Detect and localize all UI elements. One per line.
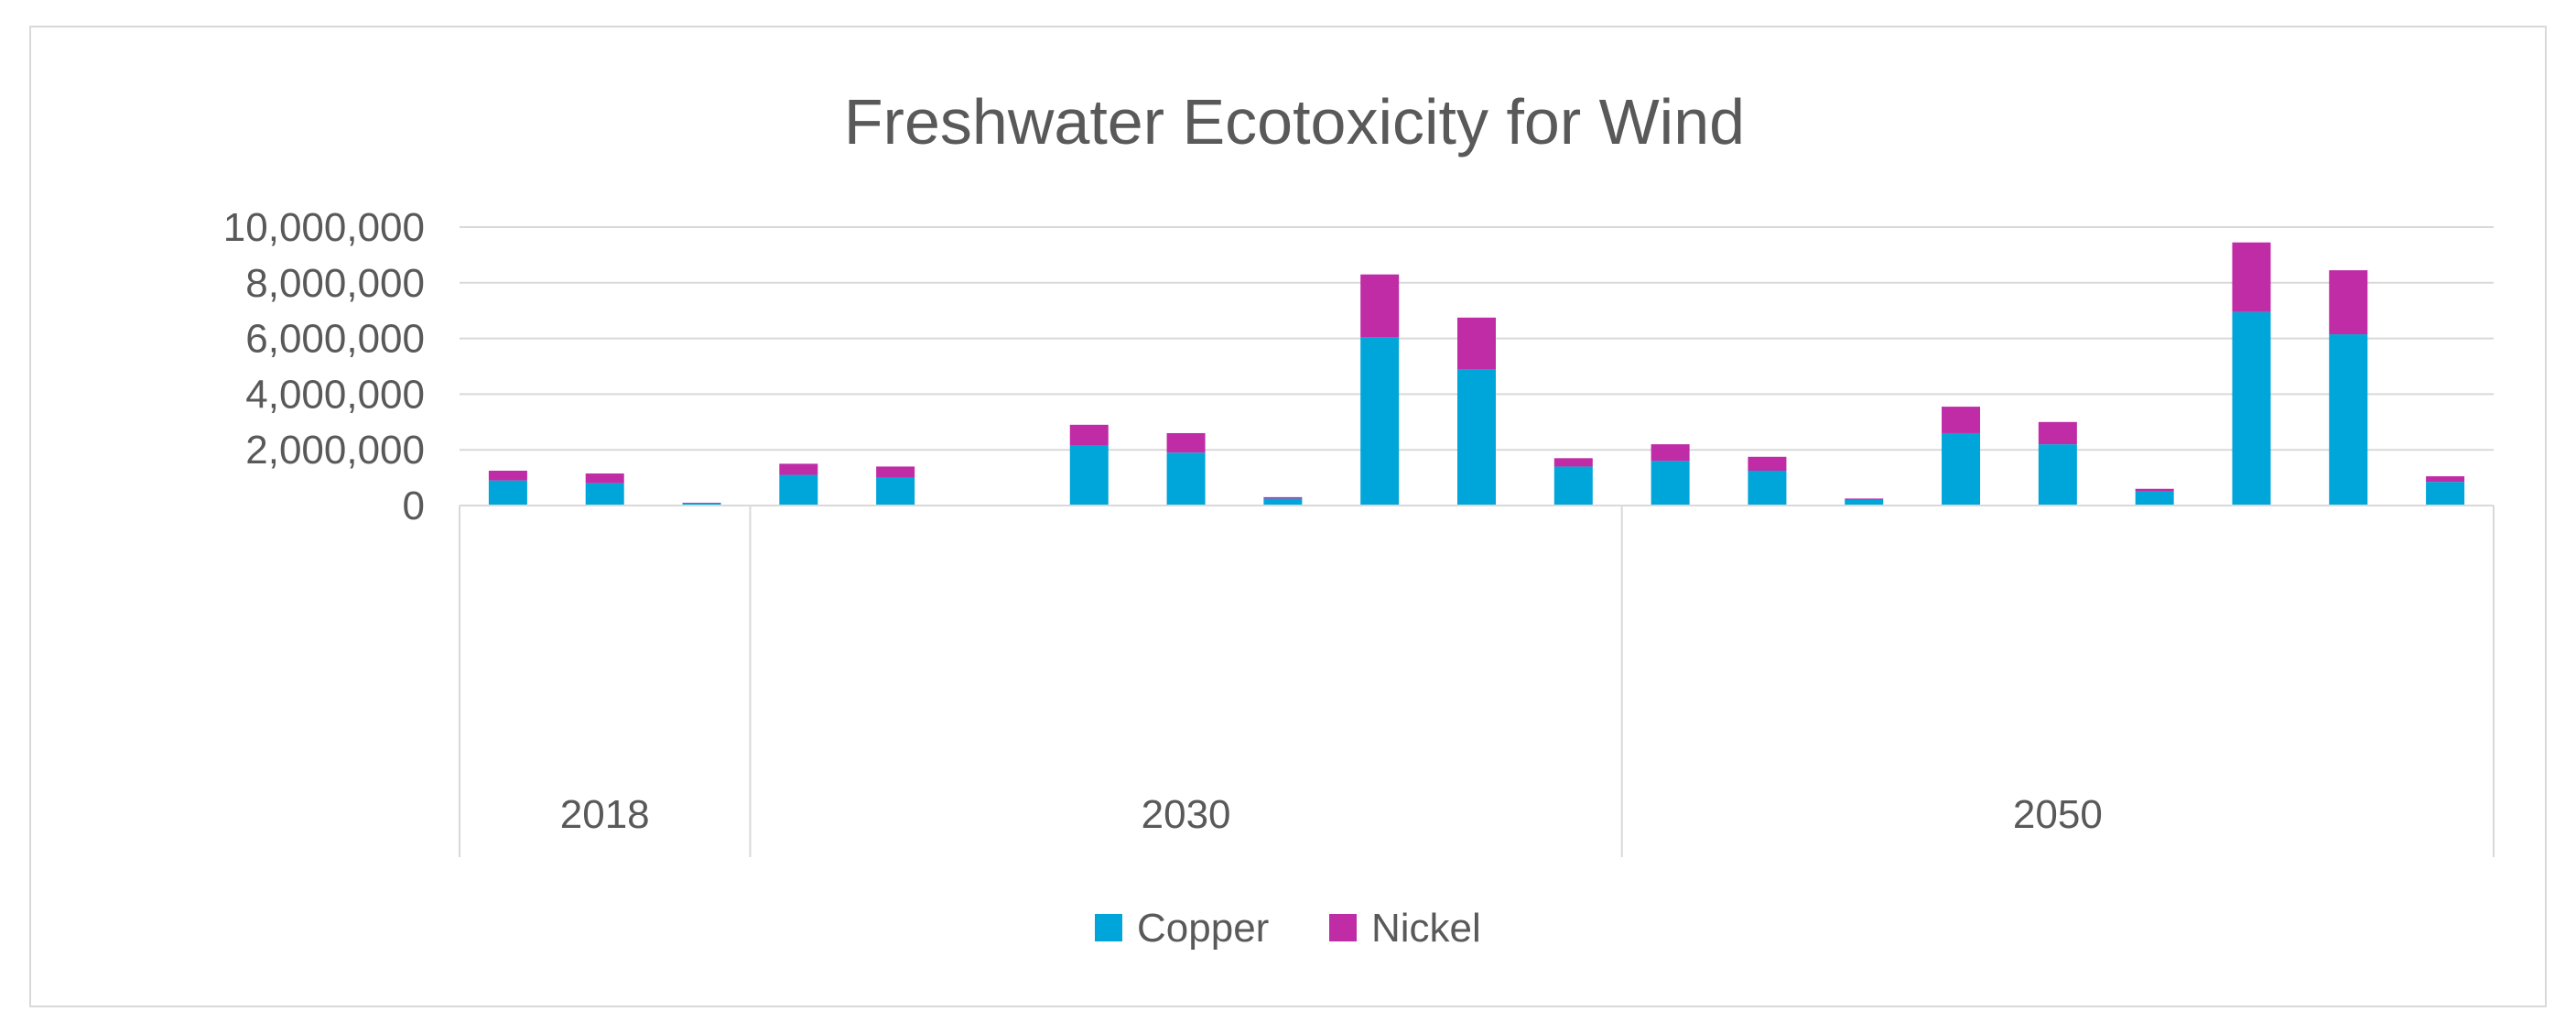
legend-label-nickel: Nickel bbox=[1371, 906, 1481, 951]
bar-nickel bbox=[2038, 421, 2077, 445]
x-group-label: 2018 bbox=[560, 792, 650, 837]
bar-copper bbox=[1360, 337, 1400, 506]
y-tick-layer: 0 2,000,000 4,000,000 6,000,000 8,000,000 10,… bbox=[223, 205, 425, 528]
bar-nickel bbox=[2135, 488, 2174, 492]
bar-nickel bbox=[585, 473, 624, 484]
legend-swatch-nickel bbox=[1329, 914, 1357, 941]
legend: Copper Nickel bbox=[1095, 906, 1481, 951]
chart-title: Freshwater Ecotoxicity for Wind bbox=[844, 86, 1745, 158]
bar-copper bbox=[1457, 369, 1496, 506]
x-group-label: 2030 bbox=[1142, 792, 1231, 837]
bar-copper bbox=[2135, 491, 2174, 506]
bar-nickel bbox=[1360, 274, 1400, 338]
legend-swatch-copper bbox=[1095, 914, 1122, 941]
y-tick-label: 2,000,000 bbox=[245, 428, 425, 473]
bar-copper bbox=[2232, 311, 2271, 506]
bar-nickel bbox=[1069, 424, 1109, 446]
bar-copper bbox=[1263, 498, 1303, 506]
bar-nickel bbox=[1263, 496, 1303, 499]
y-tick-label: 10,000,000 bbox=[223, 205, 425, 250]
bar-nickel bbox=[2426, 476, 2465, 483]
bar-copper bbox=[1845, 499, 1884, 506]
bar-copper bbox=[1069, 445, 1109, 506]
bar-copper bbox=[682, 503, 721, 506]
bar-nickel bbox=[1553, 458, 1593, 467]
bar-copper bbox=[585, 483, 624, 506]
bar-nickel bbox=[1942, 407, 1981, 433]
bar-copper bbox=[1166, 452, 1206, 506]
bar-copper bbox=[1748, 471, 1787, 506]
bar-nickel bbox=[1651, 444, 1690, 462]
bar-nickel bbox=[1166, 432, 1206, 453]
bar-copper bbox=[1553, 466, 1593, 506]
bar-copper bbox=[1942, 432, 1981, 506]
bar-nickel bbox=[1845, 498, 1884, 500]
x-group-label: 2050 bbox=[2013, 792, 2103, 837]
bar-copper bbox=[488, 480, 527, 506]
x-group-layer: 2018 2030 2050 bbox=[459, 505, 2495, 857]
chart-frame: Freshwater Ecotoxicity for Wind 0 2,000,0… bbox=[29, 26, 2547, 1007]
bar-copper bbox=[876, 477, 915, 506]
bar-nickel bbox=[2329, 270, 2368, 335]
y-tick-label: 0 bbox=[403, 484, 425, 528]
bar-nickel bbox=[1457, 317, 1496, 370]
bar-nickel bbox=[876, 466, 915, 478]
bar-nickel bbox=[682, 502, 721, 504]
bar-nickel bbox=[779, 463, 818, 475]
y-tick-label: 8,000,000 bbox=[245, 261, 425, 306]
chart-svg: Freshwater Ecotoxicity for Wind 0 2,000,0… bbox=[223, 86, 2495, 951]
bar-copper bbox=[2329, 334, 2368, 506]
legend-label-copper: Copper bbox=[1137, 906, 1269, 951]
y-tick-label: 4,000,000 bbox=[245, 372, 425, 417]
y-tick-label: 6,000,000 bbox=[245, 317, 425, 362]
bar-copper bbox=[1651, 461, 1690, 506]
bar-nickel bbox=[1748, 456, 1787, 471]
bar-layer bbox=[488, 242, 2465, 506]
bar-copper bbox=[2038, 444, 2077, 506]
bar-copper bbox=[2426, 482, 2465, 506]
bar-copper bbox=[779, 474, 818, 506]
bar-nickel bbox=[2232, 242, 2271, 312]
bar-nickel bbox=[488, 471, 527, 481]
